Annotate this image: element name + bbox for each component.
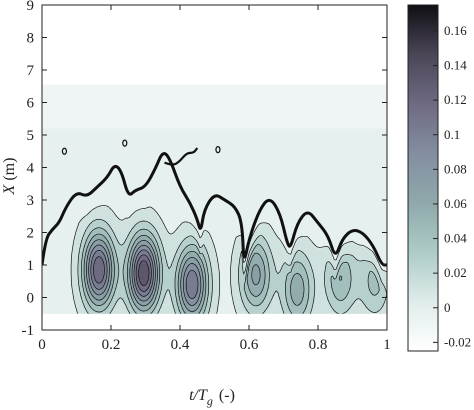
plot-area: [42, 5, 388, 330]
contour-field: [42, 129, 388, 315]
